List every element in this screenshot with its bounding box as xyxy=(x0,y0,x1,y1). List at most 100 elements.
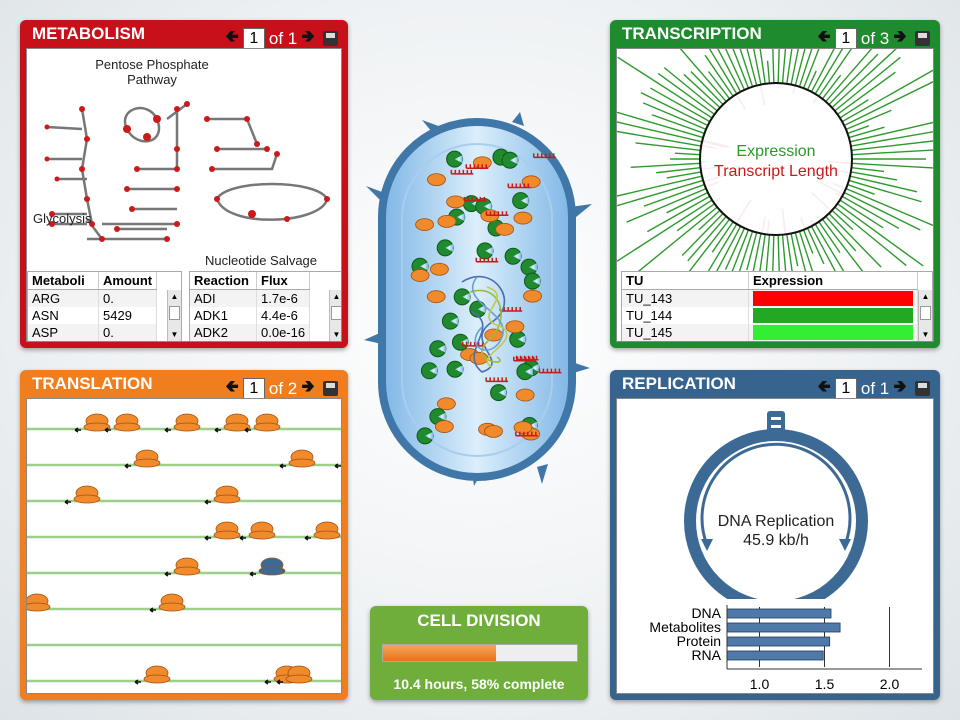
tu-col-header[interactable]: TU xyxy=(622,272,749,290)
ribosome xyxy=(505,320,525,334)
next-arrow-icon[interactable]: 🢂 xyxy=(301,27,315,46)
prev-arrow-icon[interactable]: 🢀 xyxy=(817,27,831,46)
amount-col-header[interactable]: Amount xyxy=(98,272,158,290)
expression-spike xyxy=(849,175,918,193)
translation-page-input[interactable]: 1 xyxy=(242,377,265,400)
ribosome xyxy=(513,421,533,434)
metabolism-header: METABOLISM 🢀 1 of 1 🢂 xyxy=(20,20,348,50)
expression-spike xyxy=(679,49,727,103)
table-row[interactable]: ARG 0. xyxy=(28,289,158,307)
transcription-page-input[interactable]: 1 xyxy=(834,27,857,50)
expression-spike xyxy=(806,227,825,265)
expression-spike xyxy=(837,203,924,267)
metabolism-page-input[interactable]: 1 xyxy=(242,27,265,50)
replication-page-input[interactable]: 1 xyxy=(834,377,857,400)
polymerase xyxy=(441,312,459,330)
cell-division-status: 10.4 hours, 58% complete xyxy=(393,676,565,692)
scroll-thumb[interactable] xyxy=(920,306,931,320)
expression-spike xyxy=(839,199,884,229)
prev-arrow-icon[interactable]: 🢀 xyxy=(225,27,239,46)
scroll-down-icon[interactable]: ▼ xyxy=(921,330,930,339)
expression-spike xyxy=(681,213,724,256)
ribosome xyxy=(27,593,51,612)
reaction-table[interactable]: Reaction Flux ADI 1.7e-6 ADK1 4.4e-6 ADK2 0.… xyxy=(189,271,341,341)
expression-spike xyxy=(839,99,869,119)
table-row[interactable]: ADK1 4.4e-6 xyxy=(190,307,311,324)
category-label: Protein xyxy=(677,633,721,649)
scroll-thumb[interactable] xyxy=(169,306,180,320)
expression-spike xyxy=(666,191,709,214)
cell-division-panel: CELL DIVISION 10.4 hours, 58% complete xyxy=(370,606,588,700)
category-label: Metabolites xyxy=(649,619,721,635)
table-cell: 0. xyxy=(98,324,158,341)
prev-arrow-icon[interactable]: 🢀 xyxy=(225,377,239,396)
expression-spike xyxy=(841,69,933,123)
expression-spike xyxy=(798,49,813,87)
polymerase xyxy=(416,427,434,445)
scrollbar[interactable]: ▲ ▼ xyxy=(329,290,341,341)
table-row[interactable]: TU_145 xyxy=(622,324,918,341)
expression-spike xyxy=(781,49,787,84)
translation-panel: TRANSLATION 🢀 1 of 2 🢂 xyxy=(20,370,348,700)
replication-header: REPLICATION 🢀 1 of 1 🢂 xyxy=(610,370,940,400)
scroll-up-icon[interactable]: ▲ xyxy=(170,292,179,301)
expression-spike xyxy=(666,171,702,179)
metabolism-map: Pentose Phosphate Pathway Glycolysis Nuc… xyxy=(26,48,342,342)
table-cell: ADI xyxy=(190,289,257,307)
replication-page-count: of 1 xyxy=(860,378,890,398)
table-row[interactable]: ASN 5429 xyxy=(28,307,158,324)
scrollbar[interactable]: ▲ ▼ xyxy=(918,290,932,341)
expression-spike xyxy=(818,49,853,97)
expression-spike xyxy=(698,209,721,231)
scrollbar[interactable]: ▲ ▼ xyxy=(167,290,181,341)
expression-spike xyxy=(834,56,901,112)
expression-spike xyxy=(617,111,704,139)
tu-table[interactable]: TU Expression TU_143 TU_144 TU_145 ▲ ▼ xyxy=(621,271,933,341)
polymerase xyxy=(453,288,471,306)
expression-spike xyxy=(851,162,933,169)
mrna-strand xyxy=(450,169,474,175)
scroll-up-icon[interactable]: ▲ xyxy=(921,292,930,301)
metabolism-nav: 🢀 1 of 1 🢂 xyxy=(225,24,338,53)
expression-spike xyxy=(617,121,703,143)
flux-col-header[interactable]: Flux xyxy=(256,272,311,290)
save-icon[interactable] xyxy=(323,381,338,396)
prev-arrow-icon[interactable]: 🢀 xyxy=(817,377,831,396)
metabolite-table[interactable]: Metaboli Amount ARG 0. ASN 5429 ASP 0. ▲ ▼ xyxy=(27,271,182,341)
reaction-col-header[interactable]: Reaction xyxy=(190,272,257,290)
direction-arrow-icon xyxy=(124,463,131,469)
save-icon[interactable] xyxy=(323,31,338,46)
transcription-nav: 🢀 1 of 3 🢂 xyxy=(817,24,930,53)
table-cell: TU_144 xyxy=(622,307,749,324)
direction-arrow-icon xyxy=(264,679,271,685)
scroll-up-icon[interactable]: ▲ xyxy=(332,292,341,301)
table-row[interactable]: ASP 0. xyxy=(28,324,158,341)
table-row[interactable]: TU_144 xyxy=(622,307,918,324)
table-row[interactable]: ADK2 0.0e-16 xyxy=(190,324,311,341)
table-row[interactable]: ADI 1.7e-6 xyxy=(190,289,311,307)
ribosome xyxy=(173,557,201,576)
expression-spike xyxy=(724,227,746,270)
save-icon[interactable] xyxy=(915,381,930,396)
ribosome xyxy=(436,397,456,411)
expression-spike xyxy=(849,121,933,143)
save-icon[interactable] xyxy=(915,31,930,46)
direction-arrow-icon xyxy=(204,535,211,541)
expression-spike xyxy=(690,70,724,105)
expression-col-header[interactable]: Expression xyxy=(748,272,918,290)
scroll-thumb[interactable] xyxy=(331,306,341,320)
next-arrow-icon[interactable]: 🢂 xyxy=(893,27,907,46)
expression-spike xyxy=(825,215,857,252)
metabolite-col-header[interactable]: Metaboli xyxy=(28,272,99,290)
direction-arrow-icon xyxy=(134,679,141,685)
ribosome xyxy=(415,218,434,232)
next-arrow-icon[interactable]: 🢂 xyxy=(301,377,315,396)
table-row[interactable]: TU_143 xyxy=(622,289,918,307)
cell-membrane xyxy=(378,118,576,481)
expression-spike xyxy=(650,87,711,123)
table-cell: ASN xyxy=(28,307,99,324)
direction-arrow-icon xyxy=(74,427,81,433)
scroll-down-icon[interactable]: ▼ xyxy=(332,330,341,339)
next-arrow-icon[interactable]: 🢂 xyxy=(893,377,907,396)
scroll-down-icon[interactable]: ▼ xyxy=(170,330,179,339)
